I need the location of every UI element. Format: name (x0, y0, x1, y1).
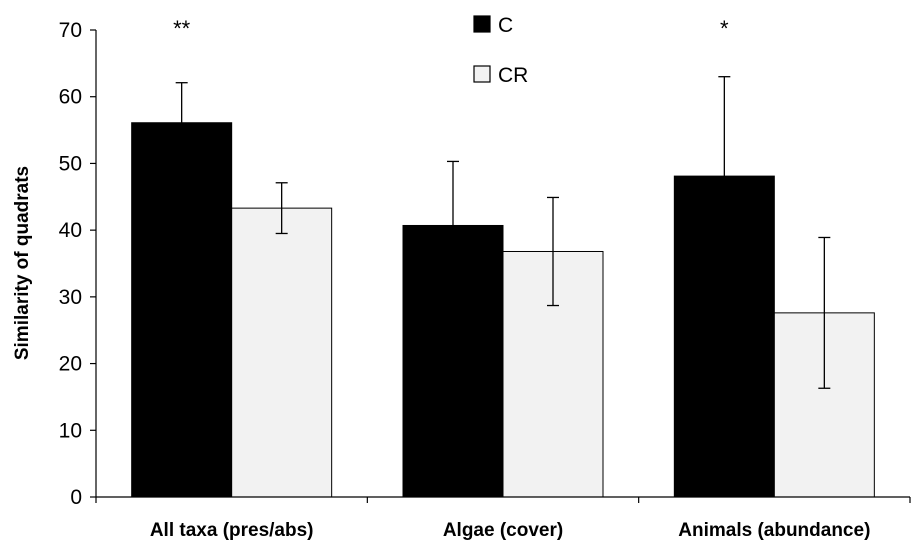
legend-swatch-cr (473, 65, 491, 83)
y-tick-label: 60 (59, 86, 82, 109)
legend-label-cr: CR (498, 64, 528, 87)
legend: C CR (473, 14, 528, 87)
y-axis-ticks: 0 10 20 30 40 50 60 70 (59, 19, 96, 509)
legend-label-c: C (498, 14, 513, 37)
y-axis-label: Similarity of quadrats (12, 166, 33, 360)
x-axis-labels: All taxa (pres/abs) Algae (cover) Animals … (95, 497, 911, 541)
significance-marker: * (720, 16, 729, 41)
x-category-label: Animals (abundance) (678, 520, 870, 541)
y-tick-label: 50 (59, 152, 82, 175)
significance-markers: ** * (173, 16, 729, 41)
y-tick-label: 10 (59, 419, 82, 442)
x-category-label: All taxa (pres/abs) (150, 520, 314, 541)
significance-marker: ** (173, 16, 191, 41)
y-tick-label: 30 (59, 286, 82, 309)
y-tick-label: 0 (70, 486, 82, 509)
y-tick-label: 70 (59, 19, 82, 42)
bar-c-0 (131, 122, 233, 498)
y-tick-label: 40 (59, 219, 82, 242)
plot-area (131, 76, 875, 498)
x-category-label: Algae (cover) (443, 520, 563, 541)
bar-cr-0 (231, 207, 333, 498)
y-tick-label: 20 (59, 353, 82, 376)
legend-swatch-c (473, 15, 491, 33)
